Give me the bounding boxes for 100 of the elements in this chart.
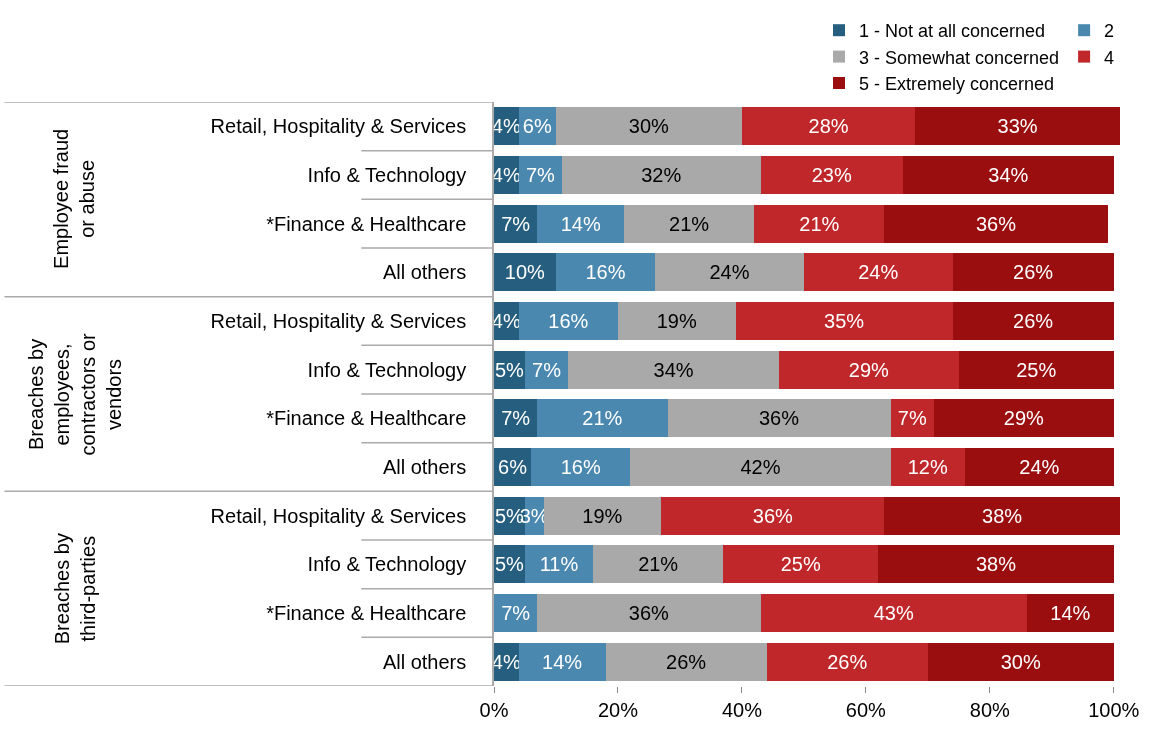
data-label: 19% bbox=[656, 310, 697, 332]
data-label: 14% bbox=[560, 212, 601, 235]
bar bbox=[965, 448, 1114, 486]
data-label: 30% bbox=[1000, 650, 1041, 673]
bar bbox=[524, 545, 594, 584]
data-label: 7% bbox=[501, 407, 531, 430]
data-label: 38% bbox=[982, 504, 1023, 527]
bar bbox=[903, 156, 1114, 194]
data-label: 30% bbox=[628, 115, 670, 138]
data-label: 7% bbox=[532, 358, 562, 381]
y-tick-label: Info & Technology bbox=[307, 553, 467, 576]
y-tick-label: All others bbox=[382, 261, 467, 284]
x-tick-label: 20% bbox=[597, 699, 639, 721]
data-label: 21% bbox=[582, 407, 623, 430]
bar bbox=[537, 594, 761, 632]
bar bbox=[568, 350, 780, 389]
data-label: 29% bbox=[1003, 407, 1045, 430]
data-label: 38% bbox=[975, 553, 1017, 576]
x-tick-label: 0% bbox=[479, 699, 509, 721]
data-label: 14% bbox=[1050, 602, 1091, 624]
data-label: 34% bbox=[653, 358, 694, 381]
data-label: 25% bbox=[1016, 358, 1057, 381]
data-label: 36% bbox=[628, 602, 670, 624]
bar bbox=[655, 253, 804, 292]
bar bbox=[537, 204, 625, 243]
bar bbox=[661, 496, 885, 535]
data-label: 35% bbox=[824, 310, 865, 332]
bar bbox=[562, 156, 761, 194]
legend-label: 4 bbox=[1104, 47, 1115, 68]
data-label: 6% bbox=[498, 456, 528, 478]
bar bbox=[754, 204, 885, 243]
data-label: 24% bbox=[709, 261, 750, 284]
data-label: 7% bbox=[897, 407, 927, 430]
y-tick-label: Info & Technology bbox=[307, 164, 467, 186]
bar bbox=[617, 302, 736, 340]
data-label: 36% bbox=[975, 212, 1017, 235]
y-tick-label: Retail, Hospitality & Services bbox=[210, 504, 467, 527]
data-label: 33% bbox=[997, 115, 1038, 138]
data-label: 12% bbox=[907, 456, 948, 478]
data-label: 6% bbox=[522, 115, 552, 138]
y-tick-label: Retail, Hospitality & Services bbox=[210, 115, 467, 138]
data-label: 36% bbox=[752, 504, 794, 527]
y-tick-label: *Finance & Healthcare bbox=[266, 212, 467, 235]
bar bbox=[927, 642, 1114, 681]
bar bbox=[1027, 594, 1114, 632]
y-tick-label: *Finance & Healthcare bbox=[266, 602, 467, 624]
legend-label: 5 - Extremely concerned bbox=[859, 74, 1055, 95]
bar bbox=[952, 253, 1114, 292]
bar bbox=[741, 107, 916, 146]
data-label: 11% bbox=[539, 553, 579, 576]
bar bbox=[958, 350, 1114, 389]
data-label: 7% bbox=[501, 212, 531, 235]
bar bbox=[766, 642, 928, 681]
text: Breaches by employees, contractors or vendors bbox=[24, 332, 125, 456]
data-label: 24% bbox=[1019, 456, 1060, 478]
data-label: 26% bbox=[1013, 310, 1054, 332]
bar bbox=[630, 448, 891, 486]
data-label: 10% bbox=[504, 261, 546, 284]
data-label: 21% bbox=[799, 212, 840, 235]
y-tick-label: Info & Technology bbox=[307, 358, 467, 381]
bar bbox=[667, 399, 891, 438]
bar bbox=[518, 642, 606, 681]
bar bbox=[779, 350, 959, 389]
bar bbox=[934, 399, 1114, 438]
data-label: 34% bbox=[988, 164, 1029, 186]
data-label: 28% bbox=[808, 115, 849, 138]
data-label: 16% bbox=[548, 310, 589, 332]
bar bbox=[884, 204, 1108, 243]
bar bbox=[803, 253, 953, 292]
data-label: 16% bbox=[560, 456, 601, 478]
bar bbox=[537, 399, 668, 438]
y-tick-label: *Finance & Healthcare bbox=[266, 407, 467, 430]
bar bbox=[760, 156, 904, 194]
y-tick-label: All others bbox=[382, 650, 467, 673]
data-label: 7% bbox=[501, 602, 531, 624]
data-label: 16% bbox=[585, 261, 626, 284]
bar bbox=[760, 594, 1028, 632]
data-label: 14% bbox=[542, 650, 583, 673]
data-label: 24% bbox=[858, 261, 899, 284]
y-tick-label: Retail, Hospitality & Services bbox=[210, 310, 467, 332]
bar bbox=[952, 302, 1114, 340]
bar bbox=[555, 107, 742, 146]
bar bbox=[884, 496, 1120, 535]
legend-label: 2 bbox=[1104, 21, 1115, 42]
bar bbox=[555, 253, 656, 292]
bar bbox=[878, 545, 1114, 584]
bar bbox=[723, 545, 879, 584]
data-label: 21% bbox=[638, 553, 679, 576]
data-label: 23% bbox=[811, 164, 852, 186]
data-label: 36% bbox=[758, 407, 800, 430]
data-label: 29% bbox=[848, 358, 890, 381]
text: Breaches by third-parties bbox=[50, 533, 99, 645]
bar bbox=[735, 302, 953, 340]
bar bbox=[890, 448, 966, 486]
data-label: 42% bbox=[740, 456, 781, 478]
bar bbox=[531, 448, 631, 486]
y-tick-label: All others bbox=[382, 456, 467, 478]
legend-label: 1 - Not at all concerned bbox=[859, 21, 1046, 42]
x-tick-label: 100% bbox=[1088, 699, 1140, 721]
data-label: 43% bbox=[873, 602, 914, 624]
